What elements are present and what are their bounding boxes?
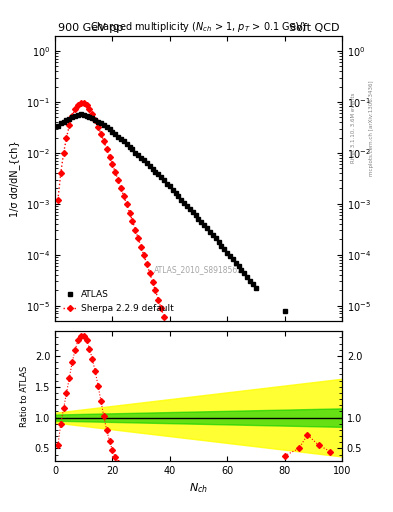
ATLAS bbox=[187, 206, 192, 212]
X-axis label: $N_{ch}$: $N_{ch}$ bbox=[189, 481, 208, 495]
Y-axis label: Ratio to ATLAS: Ratio to ATLAS bbox=[20, 366, 29, 426]
Sherpa 2.2.9 default bbox=[167, 331, 172, 337]
ATLAS bbox=[173, 190, 178, 197]
ATLAS bbox=[55, 123, 60, 129]
ATLAS bbox=[107, 126, 112, 133]
Sherpa 2.2.9 default bbox=[170, 340, 175, 347]
ATLAS bbox=[79, 112, 83, 118]
ATLAS bbox=[311, 329, 316, 335]
Text: mcplots.cern.ch [arXiv:1306.3436]: mcplots.cern.ch [arXiv:1306.3436] bbox=[369, 80, 374, 176]
Sherpa 2.2.9 default bbox=[139, 244, 143, 250]
ATLAS bbox=[127, 144, 132, 150]
Title: Charged multiplicity ($N_{ch}$ > 1, $p_T$ > 0.1 GeV): Charged multiplicity ($N_{ch}$ > 1, $p_T… bbox=[90, 20, 307, 34]
Sherpa 2.2.9 default bbox=[55, 197, 60, 203]
Text: Soft QCD: Soft QCD bbox=[288, 23, 339, 33]
ATLAS bbox=[196, 216, 201, 222]
Sherpa 2.2.9 default bbox=[101, 138, 106, 144]
ATLAS bbox=[87, 114, 92, 120]
Line: Sherpa 2.2.9 default: Sherpa 2.2.9 default bbox=[56, 101, 344, 512]
Text: ATLAS_2010_S8918562: ATLAS_2010_S8918562 bbox=[154, 265, 243, 274]
Sherpa 2.2.9 default bbox=[104, 146, 109, 152]
Sherpa 2.2.9 default bbox=[79, 100, 83, 106]
Y-axis label: 1/σ dσ/dN_{ch}: 1/σ dσ/dN_{ch} bbox=[9, 140, 20, 217]
Text: 900 GeV pp: 900 GeV pp bbox=[58, 23, 123, 33]
Legend: ATLAS, Sherpa 2.2.9 default: ATLAS, Sherpa 2.2.9 default bbox=[59, 287, 178, 316]
Line: ATLAS: ATLAS bbox=[55, 112, 316, 335]
Text: Rivet 3.1.10, 3.6M events: Rivet 3.1.10, 3.6M events bbox=[351, 93, 356, 163]
